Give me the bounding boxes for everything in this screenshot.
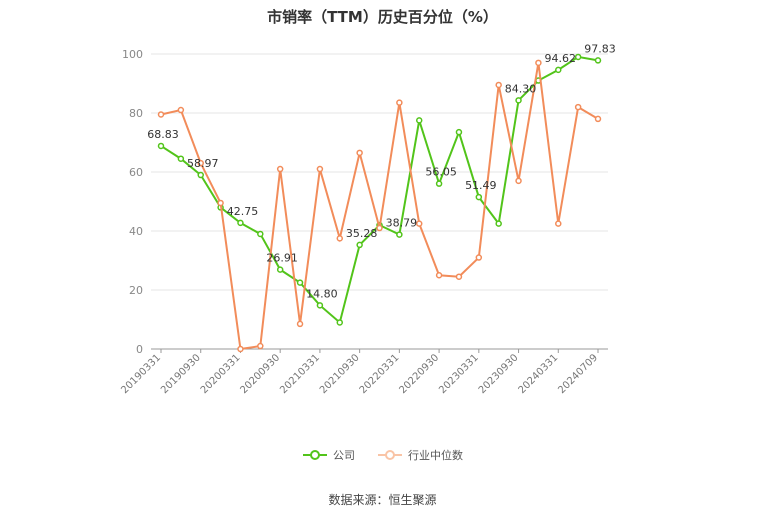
data-point (177, 155, 185, 162)
data-point (555, 220, 562, 227)
y-tick-label: 0 (136, 343, 143, 356)
data-point (475, 193, 483, 201)
legend-company-label: 公司 (333, 449, 355, 462)
legend-company-line-icon (303, 450, 327, 460)
legend-industry-line-icon (378, 450, 402, 460)
data-point (435, 272, 443, 279)
data-label: 14.80 (306, 287, 338, 300)
data-point (316, 302, 324, 309)
data-point (574, 103, 582, 111)
data-point (296, 320, 304, 328)
data-label: 51.49 (465, 179, 497, 192)
data-point (197, 171, 204, 179)
data-label: 56.05 (425, 166, 457, 179)
data-point (157, 142, 165, 150)
data-label: 38.79 (386, 217, 418, 230)
data-point (495, 81, 502, 89)
data-label: 58.97 (187, 157, 219, 170)
legend: 公司 行业中位数 (0, 447, 765, 463)
data-point (455, 273, 463, 280)
data-point (197, 159, 204, 167)
data-labels: 68.83 58.97 42.75 26.91 14.80 35.28 38.79 56.05… (147, 42, 616, 300)
data-point (237, 345, 244, 353)
data-point (257, 342, 264, 350)
grid-lines (151, 53, 608, 291)
x-tick-label: 20230331 (437, 352, 481, 396)
data-point (217, 199, 224, 207)
data-point (356, 241, 363, 249)
legend-item-company[interactable]: 公司 (302, 447, 355, 463)
data-point (276, 266, 284, 273)
data-point (237, 219, 244, 227)
chart-title: 市销率（TTM）历史百分位（%） (267, 8, 498, 26)
data-point (336, 319, 344, 326)
x-tick-label: 20210930 (318, 352, 362, 396)
x-tick-label: 20210331 (278, 352, 322, 396)
data-label: 97.83 (584, 42, 616, 55)
legend-item-industry[interactable]: 行业中位数 (377, 447, 463, 463)
data-point (276, 165, 284, 173)
data-point (535, 59, 542, 67)
data-point (296, 279, 304, 286)
x-tick-label: 20190331 (119, 352, 163, 396)
data-point (594, 57, 602, 64)
x-tick-label: 20200930 (239, 352, 283, 396)
legend-industry-label: 行业中位数 (408, 449, 463, 462)
data-point (376, 224, 383, 232)
x-tick-label: 20190930 (159, 352, 203, 396)
data-point (475, 254, 483, 261)
data-point (316, 165, 324, 173)
x-tick-label: 20220930 (397, 352, 441, 396)
data-point (177, 106, 185, 114)
data-label: 35.28 (346, 227, 378, 240)
x-tick-label: 20230930 (477, 352, 521, 396)
data-point (515, 177, 522, 185)
x-tick-label: 20240709 (556, 352, 600, 396)
data-point (515, 97, 522, 104)
data-point (396, 99, 403, 106)
data-point (574, 53, 582, 61)
y-tick-label: 60 (129, 166, 143, 179)
y-tick-label: 40 (129, 225, 143, 238)
data-point (415, 117, 423, 124)
data-point (435, 180, 443, 187)
data-label: 42.75 (227, 205, 259, 218)
y-tick-label: 80 (129, 107, 143, 120)
x-tick-label: 20200331 (199, 352, 243, 396)
data-label: 84.30 (505, 82, 537, 95)
data-point (415, 220, 423, 227)
axes: 0 20 40 60 80 100 2019033120190930202003312020… (119, 48, 608, 396)
data-point (396, 231, 403, 238)
data-point (257, 230, 264, 238)
y-tick-label: 20 (129, 284, 143, 297)
data-label: 68.83 (147, 128, 179, 141)
data-label: 26.91 (266, 252, 298, 265)
data-point (455, 128, 463, 136)
data-point (157, 111, 165, 118)
data-point (594, 115, 602, 123)
data-point (336, 235, 344, 242)
data-point (356, 149, 363, 157)
data-point (495, 220, 502, 227)
series (157, 53, 602, 353)
data-point (555, 66, 562, 74)
x-tick-label: 20220331 (358, 352, 402, 396)
x-tick-label: 20240331 (517, 352, 561, 396)
data-source: 数据来源：恒生聚源 (328, 493, 437, 507)
data-label: 94.62 (545, 52, 577, 65)
y-tick-label: 100 (122, 48, 143, 61)
